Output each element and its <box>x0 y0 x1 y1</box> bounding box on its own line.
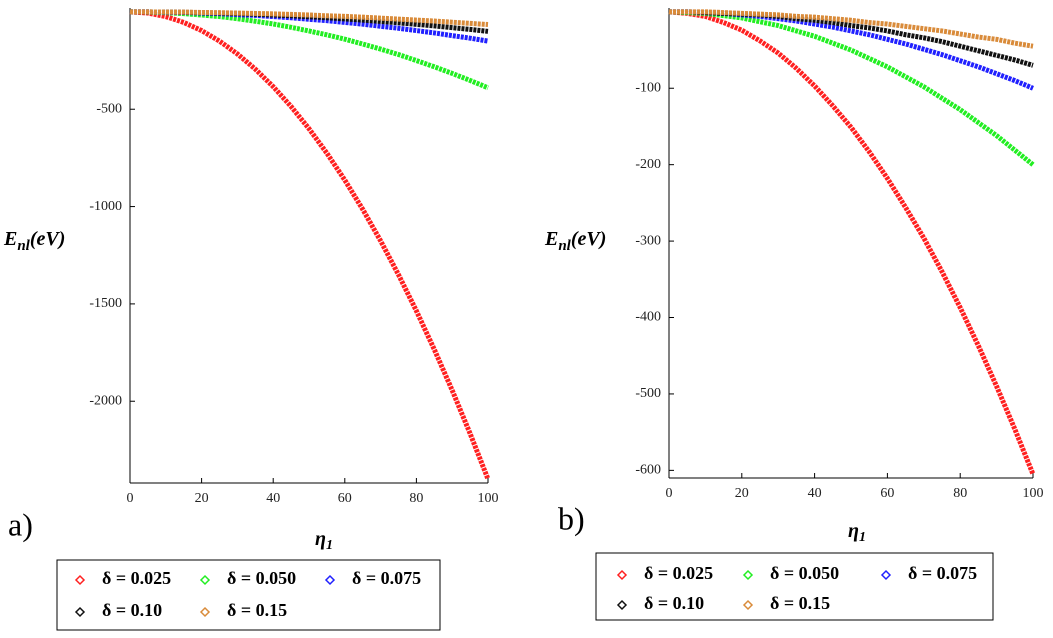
x-label-base: η <box>315 528 326 550</box>
y-label-sub: nl <box>17 238 30 254</box>
x-tick-label: 20 <box>195 491 209 506</box>
legend-label: δ = 0.075 <box>908 563 977 583</box>
legend-marker <box>74 606 86 618</box>
y-tick-label: -100 <box>635 80 661 95</box>
legend-marker <box>324 574 336 586</box>
legend: δ = 0.025 δ = 0.050 δ = 0.075 δ = 0.10 δ = 0… <box>56 559 441 631</box>
legend-marker <box>199 606 211 618</box>
legend-label: δ = 0.10 <box>102 600 162 620</box>
series-line <box>129 9 489 91</box>
x-tick-label: 0 <box>666 486 673 501</box>
legend-label: δ = 0.025 <box>644 563 713 583</box>
legend-label: δ = 0.050 <box>770 563 839 583</box>
x-tick-label: 80 <box>953 486 967 501</box>
y-label-base: E <box>544 228 558 250</box>
legend-box <box>56 559 441 631</box>
legend-label: δ = 0.10 <box>644 593 704 613</box>
x-tick-label: 60 <box>338 491 352 506</box>
y-tick-label: -1500 <box>89 296 122 311</box>
x-tick-label: 0 <box>127 491 134 506</box>
legend-box <box>595 552 994 621</box>
legend-marker <box>616 569 628 581</box>
x-tick-label: 20 <box>735 486 749 501</box>
series-line <box>129 9 491 481</box>
x-tick-label: 100 <box>1023 486 1044 501</box>
y-tick-label: -2000 <box>89 393 122 408</box>
legend-label: δ = 0.15 <box>227 600 287 620</box>
panel-label: b) <box>558 500 585 536</box>
legend-marker <box>880 569 892 581</box>
series-line <box>668 9 1035 167</box>
y-label-base: E <box>3 228 17 250</box>
y-label-rest: (eV) <box>571 228 607 250</box>
legend-marker <box>616 599 628 611</box>
legend-marker <box>742 569 754 581</box>
legend-label: δ = 0.025 <box>102 568 171 588</box>
y-tick-label: -600 <box>635 463 661 478</box>
legend-marker <box>742 599 754 611</box>
y-tick-label: -1000 <box>89 199 122 214</box>
legend-label: δ = 0.075 <box>352 568 421 588</box>
x-label-base: η <box>848 520 859 542</box>
panel-label: a) <box>8 506 33 542</box>
series-line <box>130 9 489 34</box>
x-tick-label: 100 <box>478 491 499 506</box>
chart-panel: -2000 -1500 -1000 -500 0 20 40 60 80 100 Enl(eV) η1… <box>3 8 499 631</box>
y-tick-label: -500 <box>635 386 661 401</box>
x-axis-label: η1 <box>848 520 866 546</box>
series-line <box>130 9 489 28</box>
chart-panel: -600 -500 -400 -300 -200 -100 0 20 40 60 80 100 Enl(… <box>544 8 1044 621</box>
x-tick-label: 80 <box>409 491 423 506</box>
legend-marker <box>199 574 211 586</box>
legend-marker <box>74 574 86 586</box>
x-tick-label: 40 <box>808 486 822 501</box>
series-line <box>669 9 1034 49</box>
y-tick-label: -200 <box>635 157 661 172</box>
y-label-sub: nl <box>558 238 571 254</box>
series-line <box>668 9 1036 476</box>
y-tick-label: -500 <box>96 101 122 116</box>
x-label-sub: 1 <box>326 538 333 553</box>
y-tick-label: -400 <box>635 310 661 325</box>
y-axis-label: Enl(eV) <box>3 228 65 255</box>
legend: δ = 0.025 δ = 0.050 δ = 0.075 δ = 0.10 δ = 0… <box>595 552 994 621</box>
y-label-rest: (eV) <box>30 228 66 250</box>
y-axis-label: Enl(eV) <box>544 228 606 255</box>
x-tick-label: 60 <box>880 486 894 501</box>
legend-label: δ = 0.15 <box>770 593 830 613</box>
x-tick-label: 40 <box>266 491 280 506</box>
x-label-sub: 1 <box>859 530 866 545</box>
legend-label: δ = 0.050 <box>227 568 296 588</box>
x-axis-label: η1 <box>315 528 333 554</box>
y-tick-label: -300 <box>635 233 661 248</box>
